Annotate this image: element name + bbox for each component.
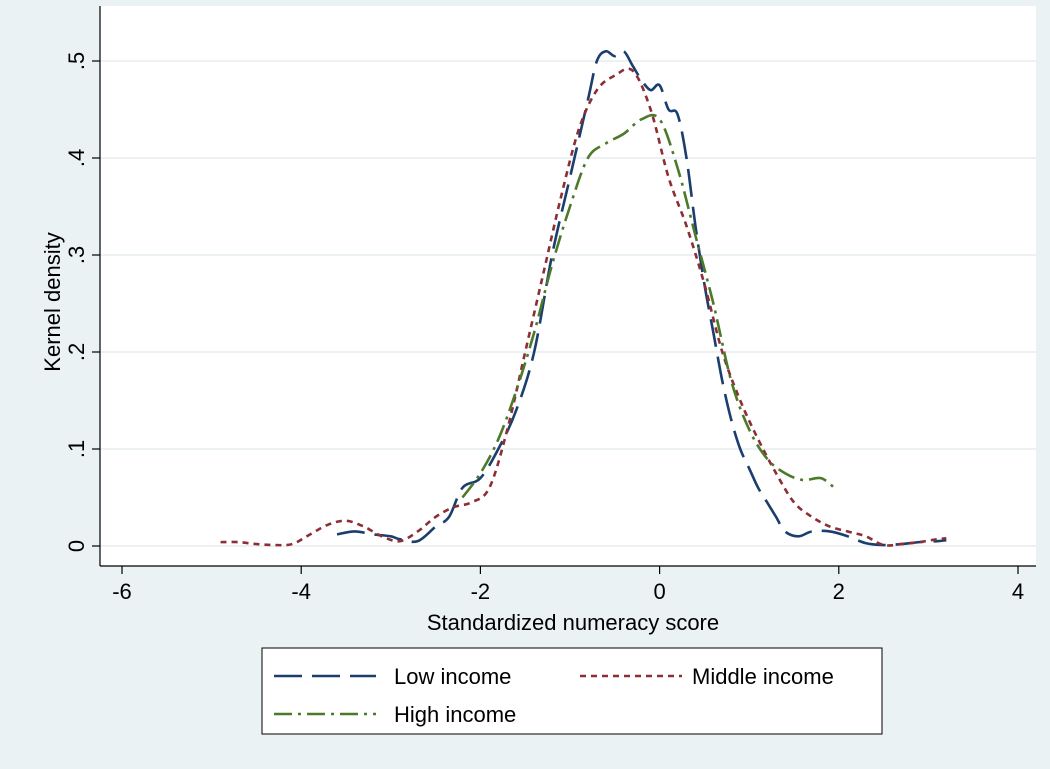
x-tick-label-4: 2 [833,579,845,604]
y-tick-label-2: .2 [64,343,89,361]
y-tick-label-3: .3 [64,246,89,264]
series-line-high-income [461,113,836,499]
x-tick-label-0: -6 [112,579,132,604]
legend-label-high-income: High income [394,702,516,727]
legend: Low income Middle income High income [261,647,883,735]
x-tick-label-2: -2 [471,579,491,604]
x-axis-ticks: -6 -4 -2 0 2 4 [112,566,1024,604]
legend-label-low-income: Low income [394,664,511,689]
y-tick-label-5: .5 [64,52,89,70]
series-line-middle-income [220,67,947,547]
plot-background [100,6,1036,566]
series-lines [220,49,947,547]
y-tick-label-1: .1 [64,440,89,458]
legend-box [261,647,883,735]
x-tick-label-3: 0 [653,579,665,604]
x-axis-title: Standardized numeracy score [427,610,719,635]
x-tick-label-5: 4 [1012,579,1024,604]
y-axis-title: Kernel density [40,232,65,371]
y-axis-ticks: 0 .1 .2 .3 .4 .5 [64,52,100,552]
y-tick-label-0: 0 [64,540,89,552]
legend-label-middle-income: Middle income [692,664,834,689]
x-tick-label-1: -4 [291,579,311,604]
y-tick-label-4: .4 [64,149,89,167]
series-line-low-income [336,49,947,547]
